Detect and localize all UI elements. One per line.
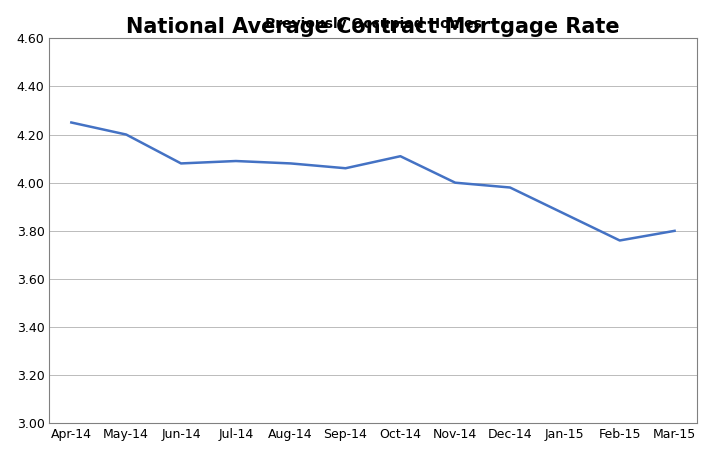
Title: National Average Contract Mortgage Rate: National Average Contract Mortgage Rate	[126, 16, 620, 37]
Text: Previously Occupied Homes: Previously Occupied Homes	[264, 16, 481, 31]
